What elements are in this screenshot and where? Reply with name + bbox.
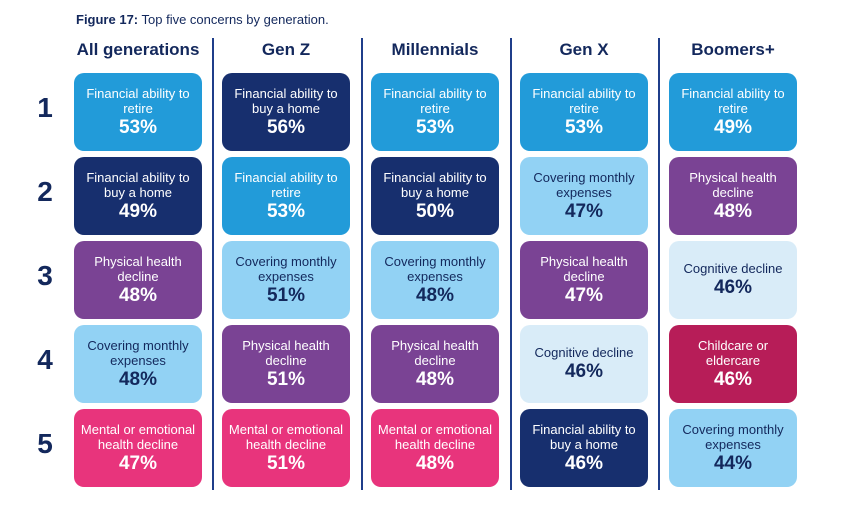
concern-label: Financial ability to buy a home xyxy=(234,85,338,116)
concern-percent: 53% xyxy=(415,116,455,138)
concern-card: Physical health decline 51% xyxy=(222,325,350,403)
concern-percent: 56% xyxy=(266,116,306,138)
concern-card: Covering monthly expenses 48% xyxy=(371,241,499,319)
concern-percent: 51% xyxy=(266,284,306,306)
concern-percent: 46% xyxy=(713,368,753,390)
concern-card: Cognitive decline 46% xyxy=(669,241,797,319)
column-header-boomers: Boomers+ xyxy=(691,40,775,59)
concern-card: Physical health decline 48% xyxy=(371,325,499,403)
figure-title: Figure 17: Top five concerns by generati… xyxy=(76,12,329,27)
concern-label: Covering monthly expenses xyxy=(87,337,189,368)
rank-label: 1 xyxy=(37,92,53,123)
concern-card: Mental or emotional health decline 51% xyxy=(222,409,350,487)
concern-label: Mental or emotional health decline xyxy=(377,421,493,452)
concern-card: Financial ability to buy a home 49% xyxy=(74,157,202,235)
concern-card: Financial ability to retire 49% xyxy=(669,73,797,151)
concern-card: Financial ability to buy a home 50% xyxy=(371,157,499,235)
concern-card: Mental or emotional health decline 47% xyxy=(74,409,202,487)
concern-percent: 46% xyxy=(564,452,604,474)
concern-percent: 48% xyxy=(415,284,455,306)
concern-label: Childcare or eldercare xyxy=(697,337,769,368)
concern-percent: 53% xyxy=(564,116,604,138)
column-divider xyxy=(658,38,660,490)
concern-percent: 46% xyxy=(564,361,604,382)
concern-label: Physical health decline xyxy=(391,337,479,368)
concern-percent: 48% xyxy=(118,284,158,306)
rank-label: 4 xyxy=(37,344,53,375)
concern-label: Physical health decline xyxy=(94,253,182,284)
concern-percent: 51% xyxy=(266,452,306,474)
column-divider xyxy=(510,38,512,490)
concern-card: Covering monthly expenses 44% xyxy=(669,409,797,487)
concern-percent: 53% xyxy=(118,116,158,138)
concern-label: Covering monthly expenses xyxy=(384,253,486,284)
concern-label: Financial ability to buy a home xyxy=(383,169,487,200)
concern-label: Cognitive decline xyxy=(534,345,634,360)
concern-percent: 53% xyxy=(266,200,306,222)
concern-label: Financial ability to buy a home xyxy=(532,421,636,452)
column-header-gen-z: Gen Z xyxy=(261,40,311,59)
concern-label: Mental or emotional health decline xyxy=(80,421,196,452)
concern-card: Mental or emotional health decline 48% xyxy=(371,409,499,487)
concern-label: Financial ability to retire xyxy=(532,85,636,116)
concern-label: Financial ability to retire xyxy=(86,85,190,116)
concern-card: Cognitive decline 46% xyxy=(520,325,648,403)
concern-label: Physical health decline xyxy=(242,337,330,368)
concern-label: Covering monthly expenses xyxy=(235,253,337,284)
concern-label: Financial ability to retire xyxy=(234,169,338,200)
concern-card: Physical health decline 47% xyxy=(520,241,648,319)
figure-label: Figure 17: xyxy=(76,12,139,27)
rank-label: 2 xyxy=(37,176,53,207)
concern-percent: 49% xyxy=(118,200,158,222)
concern-card: Covering monthly expenses 51% xyxy=(222,241,350,319)
column-header-all-generations: All generations xyxy=(76,40,200,59)
concern-label: Cognitive decline xyxy=(683,261,783,276)
concern-card: Physical health decline 48% xyxy=(74,241,202,319)
concern-card: Financial ability to buy a home 46% xyxy=(520,409,648,487)
concern-card: Financial ability to buy a home 56% xyxy=(222,73,350,151)
concern-card: Physical health decline 48% xyxy=(669,157,797,235)
concern-label: Financial ability to retire xyxy=(383,85,487,116)
concern-percent: 46% xyxy=(713,277,753,298)
concern-card: Financial ability to retire 53% xyxy=(222,157,350,235)
rank-label: 5 xyxy=(37,428,53,459)
concern-card: Covering monthly expenses 47% xyxy=(520,157,648,235)
concern-label: Mental or emotional health decline xyxy=(228,421,344,452)
concern-card: Financial ability to retire 53% xyxy=(371,73,499,151)
concern-percent: 51% xyxy=(266,368,306,390)
concern-card: Financial ability to retire 53% xyxy=(520,73,648,151)
figure-caption: Top five concerns by generation. xyxy=(141,12,329,27)
concern-label: Financial ability to buy a home xyxy=(86,169,190,200)
column-divider xyxy=(361,38,363,490)
concern-percent: 47% xyxy=(564,284,604,306)
concern-percent: 48% xyxy=(415,368,455,390)
rank-label: 3 xyxy=(37,260,53,291)
concern-label: Financial ability to retire xyxy=(681,85,785,116)
concern-label: Covering monthly expenses xyxy=(533,169,635,200)
concern-percent: 47% xyxy=(564,200,604,222)
concern-label: Covering monthly expenses xyxy=(682,421,784,452)
concern-card: Covering monthly expenses 48% xyxy=(74,325,202,403)
concern-percent: 48% xyxy=(713,200,753,222)
concern-percent: 48% xyxy=(415,452,455,474)
concern-percent: 50% xyxy=(415,200,455,222)
concern-percent: 44% xyxy=(713,452,753,474)
column-header-gen-x: Gen X xyxy=(559,40,609,59)
concern-card: Childcare or eldercare 46% xyxy=(669,325,797,403)
column-divider xyxy=(212,38,214,490)
concern-label: Physical health decline xyxy=(540,253,628,284)
concern-percent: 48% xyxy=(118,368,158,390)
concern-card: Financial ability to retire 53% xyxy=(74,73,202,151)
concern-percent: 47% xyxy=(118,452,158,474)
concern-percent: 49% xyxy=(713,116,753,138)
column-header-millennials: Millennials xyxy=(391,40,479,59)
concern-label: Physical health decline xyxy=(689,169,777,200)
